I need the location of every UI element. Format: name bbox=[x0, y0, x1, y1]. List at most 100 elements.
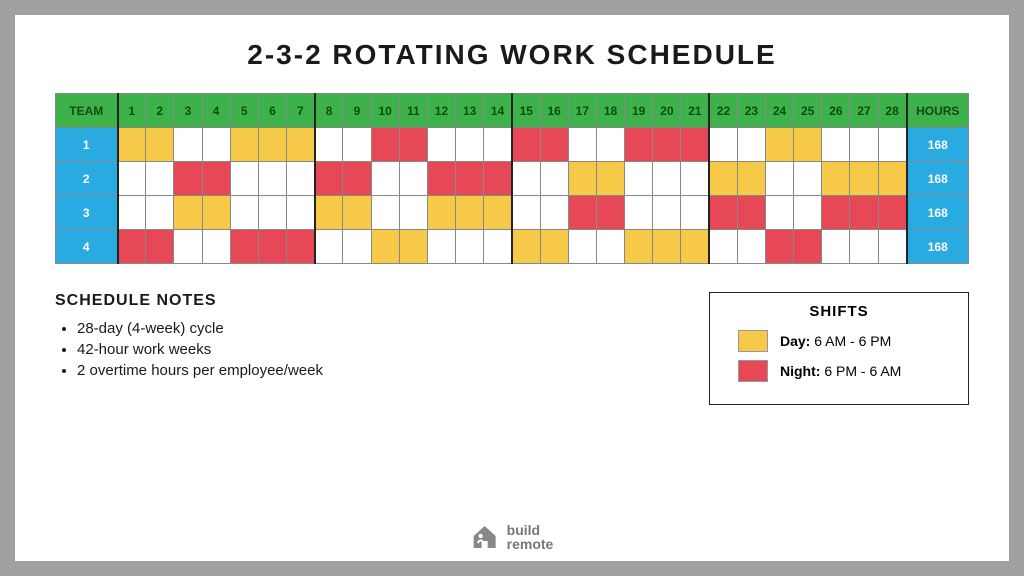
schedule-cell bbox=[202, 196, 230, 230]
schedule-cell bbox=[456, 230, 484, 264]
schedule-cell bbox=[456, 162, 484, 196]
schedule-cell bbox=[202, 162, 230, 196]
table-row: 3168 bbox=[56, 196, 969, 230]
schedule-cell bbox=[765, 230, 793, 264]
schedule-cell bbox=[709, 162, 737, 196]
schedule-cell bbox=[709, 230, 737, 264]
schedule-cell bbox=[878, 162, 906, 196]
day-header: 2 bbox=[146, 94, 174, 128]
schedule-cell bbox=[343, 128, 371, 162]
schedule-cell bbox=[681, 196, 709, 230]
logo: build remote bbox=[471, 523, 554, 551]
schedule-cell bbox=[230, 162, 258, 196]
hours-cell: 168 bbox=[907, 128, 969, 162]
legend-heading: SHIFTS bbox=[738, 303, 940, 320]
schedule-cell bbox=[540, 128, 568, 162]
schedule-cell bbox=[315, 196, 343, 230]
legend-day-row: Day: 6 AM - 6 PM bbox=[738, 330, 940, 352]
schedule-cell bbox=[371, 162, 399, 196]
schedule-cell bbox=[850, 162, 878, 196]
schedule-cell bbox=[822, 196, 850, 230]
schedule-cell bbox=[399, 128, 427, 162]
schedule-cell bbox=[878, 196, 906, 230]
schedule-cell bbox=[315, 230, 343, 264]
schedule-cell bbox=[512, 196, 540, 230]
schedule-cell bbox=[878, 230, 906, 264]
schedule-cell bbox=[456, 196, 484, 230]
day-header: 23 bbox=[737, 94, 765, 128]
schedule-cell bbox=[850, 230, 878, 264]
schedule-cell bbox=[765, 128, 793, 162]
schedule-cell bbox=[174, 230, 202, 264]
schedule-cell bbox=[287, 196, 315, 230]
schedule-cell bbox=[850, 196, 878, 230]
house-icon bbox=[471, 523, 499, 551]
schedule-cell bbox=[427, 162, 455, 196]
day-header: 24 bbox=[765, 94, 793, 128]
table-header-row: TEAM123456789101112131415161718192021222… bbox=[56, 94, 969, 128]
day-header: 4 bbox=[202, 94, 230, 128]
day-swatch bbox=[738, 330, 768, 352]
table-row: 4168 bbox=[56, 230, 969, 264]
schedule-cell bbox=[540, 196, 568, 230]
schedule-cell bbox=[315, 128, 343, 162]
schedule-cell bbox=[343, 162, 371, 196]
schedule-cell bbox=[794, 196, 822, 230]
schedule-cell bbox=[258, 230, 286, 264]
hours-header: HOURS bbox=[907, 94, 969, 128]
schedule-cell bbox=[118, 230, 146, 264]
hours-cell: 168 bbox=[907, 230, 969, 264]
schedule-cell bbox=[174, 162, 202, 196]
hours-cell: 168 bbox=[907, 162, 969, 196]
schedule-cell bbox=[484, 162, 512, 196]
schedule-cell bbox=[765, 162, 793, 196]
schedule-cell bbox=[709, 196, 737, 230]
schedule-cell bbox=[343, 230, 371, 264]
schedule-cell bbox=[596, 196, 624, 230]
legend-day-text: Day: 6 AM - 6 PM bbox=[780, 333, 891, 349]
schedule-cell bbox=[625, 128, 653, 162]
team-header: TEAM bbox=[56, 94, 118, 128]
schedule-cell bbox=[118, 162, 146, 196]
schedule-cell bbox=[822, 162, 850, 196]
day-header: 15 bbox=[512, 94, 540, 128]
schedule-cell bbox=[596, 162, 624, 196]
schedule-cell bbox=[681, 230, 709, 264]
schedule-cell bbox=[540, 162, 568, 196]
schedule-cell bbox=[202, 230, 230, 264]
page-container: 2-3-2 ROTATING WORK SCHEDULE TEAM1234567… bbox=[15, 15, 1009, 561]
list-item: 28-day (4-week) cycle bbox=[77, 320, 323, 337]
day-header: 6 bbox=[258, 94, 286, 128]
table-body: 1168216831684168 bbox=[56, 128, 969, 264]
schedule-cell bbox=[146, 128, 174, 162]
schedule-cell bbox=[399, 162, 427, 196]
schedule-cell bbox=[371, 128, 399, 162]
schedule-cell bbox=[568, 128, 596, 162]
bottom-section: SCHEDULE NOTES 28-day (4-week) cycle42-h… bbox=[55, 292, 969, 405]
schedule-cell bbox=[625, 196, 653, 230]
schedule-cell bbox=[737, 230, 765, 264]
day-header: 11 bbox=[399, 94, 427, 128]
schedule-cell bbox=[371, 230, 399, 264]
shifts-legend: SHIFTS Day: 6 AM - 6 PM Night: 6 PM - 6 … bbox=[709, 292, 969, 405]
schedule-cell bbox=[737, 128, 765, 162]
schedule-cell bbox=[287, 230, 315, 264]
schedule-cell bbox=[146, 230, 174, 264]
schedule-cell bbox=[850, 128, 878, 162]
schedule-cell bbox=[568, 230, 596, 264]
day-header: 28 bbox=[878, 94, 906, 128]
team-id-cell: 2 bbox=[56, 162, 118, 196]
schedule-cell bbox=[146, 162, 174, 196]
schedule-cell bbox=[258, 162, 286, 196]
day-header: 17 bbox=[568, 94, 596, 128]
day-header: 9 bbox=[343, 94, 371, 128]
schedule-cell bbox=[512, 128, 540, 162]
schedule-cell bbox=[484, 196, 512, 230]
schedule-cell bbox=[681, 162, 709, 196]
schedule-cell bbox=[540, 230, 568, 264]
night-swatch bbox=[738, 360, 768, 382]
day-header: 27 bbox=[850, 94, 878, 128]
hours-cell: 168 bbox=[907, 196, 969, 230]
schedule-cell bbox=[737, 196, 765, 230]
schedule-cell bbox=[512, 162, 540, 196]
